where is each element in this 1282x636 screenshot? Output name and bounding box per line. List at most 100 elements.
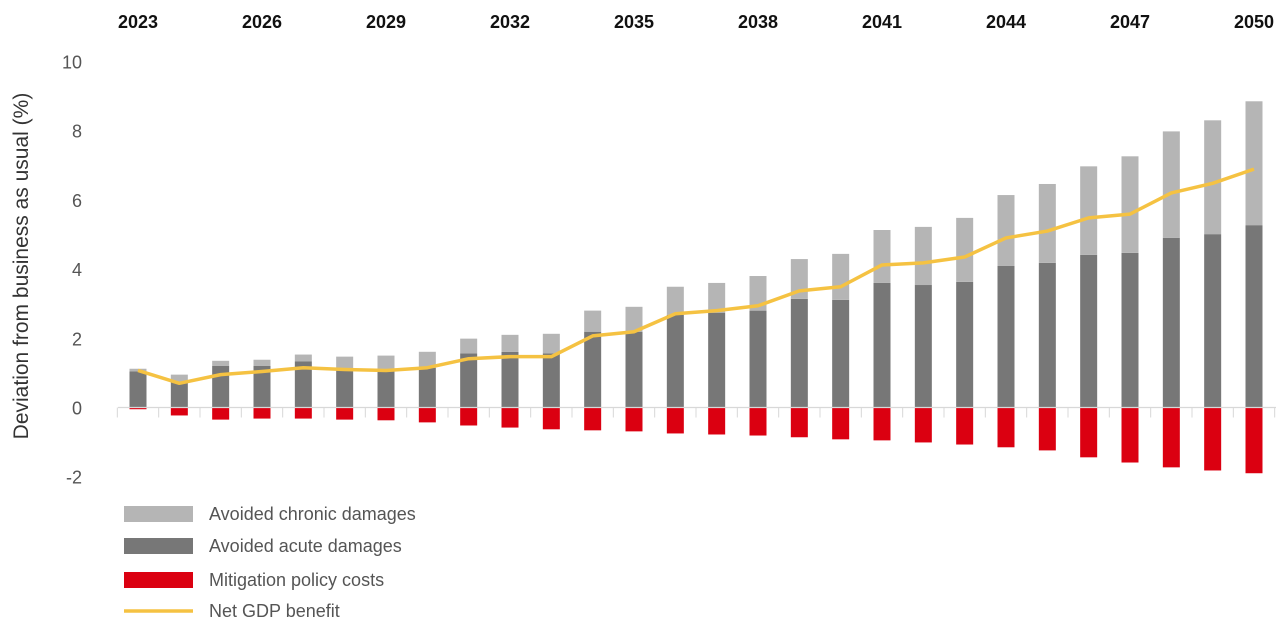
acute-bar xyxy=(997,265,1015,408)
chronic-bar xyxy=(542,333,560,354)
mitigation-bar xyxy=(1204,407,1222,471)
mitigation-bar xyxy=(542,407,560,430)
mitigation-bar xyxy=(418,407,436,423)
acute-bar xyxy=(170,381,188,408)
chronic-bar xyxy=(501,334,519,352)
chronic-bar xyxy=(253,359,271,366)
acute-bar xyxy=(129,371,147,408)
mitigation-bar xyxy=(129,407,147,410)
legend-swatch xyxy=(124,572,193,588)
legend: Avoided chronic damages Avoided acute dam… xyxy=(124,504,416,621)
x-tick-label: 2047 xyxy=(1110,12,1150,32)
acute-bar xyxy=(749,310,767,408)
mitigation-bar xyxy=(212,407,230,420)
acute-bar xyxy=(708,312,726,408)
acute-bar xyxy=(790,298,808,408)
chronic-bar xyxy=(170,374,188,382)
mitigation-bar xyxy=(1245,407,1263,474)
y-tick-label: 4 xyxy=(72,260,82,280)
mitigation-bar xyxy=(914,407,932,443)
acute-bar xyxy=(418,367,436,408)
legend-swatch xyxy=(124,506,193,522)
chronic-bar xyxy=(377,355,395,369)
mitigation-bar xyxy=(832,407,850,440)
acute-bar xyxy=(914,285,932,408)
mitigation-bar xyxy=(1080,407,1098,458)
chronic-bar xyxy=(1245,101,1263,226)
acute-bar xyxy=(212,365,230,408)
acute-bar xyxy=(542,353,560,408)
x-tick-label: 2044 xyxy=(986,12,1026,32)
chronic-bar xyxy=(873,230,891,283)
mitigation-bar xyxy=(956,407,974,445)
mitigation-bar xyxy=(1038,407,1056,451)
y-axis-label: Deviation from business as usual (%) xyxy=(10,93,33,440)
x-tick-label: 2041 xyxy=(862,12,902,32)
mitigation-bar xyxy=(666,407,684,434)
y-tick-label: 10 xyxy=(62,53,82,73)
chronic-bar xyxy=(1162,131,1180,238)
acute-bar xyxy=(336,368,354,408)
acute-bar xyxy=(460,353,478,408)
y-tick-label: 0 xyxy=(72,399,82,419)
chronic-bar xyxy=(460,338,478,354)
chronic-bar xyxy=(749,276,767,311)
legend-swatch xyxy=(124,538,193,554)
mitigation-bar xyxy=(1162,407,1180,468)
acute-bar xyxy=(1038,262,1056,408)
acute-bar xyxy=(294,361,312,408)
chronic-bar xyxy=(294,354,312,362)
acute-bar xyxy=(1121,252,1139,408)
chronic-bar xyxy=(418,351,436,368)
acute-bar xyxy=(253,365,271,408)
mitigation-bar xyxy=(336,407,354,420)
acute-bar xyxy=(832,299,850,408)
x-tick-label: 2023 xyxy=(118,12,158,32)
chronic-bar xyxy=(997,195,1015,266)
net-gdp-line xyxy=(137,167,1255,386)
chronic-bar xyxy=(584,310,602,332)
acute-bar xyxy=(584,331,602,408)
acute-bar xyxy=(625,331,643,408)
x-tick-label: 2032 xyxy=(490,12,530,32)
acute-bar xyxy=(1204,234,1222,408)
mitigation-bar xyxy=(584,407,602,431)
chronic-bar xyxy=(708,282,726,313)
chronic-bar xyxy=(832,253,850,300)
chronic-bar xyxy=(914,226,932,286)
chronic-bar xyxy=(1204,120,1222,235)
mitigation-bar xyxy=(790,407,808,438)
chronic-bar xyxy=(1121,156,1139,253)
x-tick-label: 2029 xyxy=(366,12,406,32)
mitigation-bar xyxy=(708,407,726,435)
mitigation-bar xyxy=(377,407,395,421)
mitigation-bar xyxy=(625,407,643,432)
acute-bar xyxy=(1245,225,1263,408)
y-tick-label: -2 xyxy=(66,468,82,488)
chronic-bar xyxy=(1038,183,1056,263)
mitigation-bar xyxy=(749,407,767,436)
chronic-bar xyxy=(336,356,354,369)
chronic-bar xyxy=(956,217,974,282)
x-tick-label: 2050 xyxy=(1234,12,1274,32)
y-tick-label: 6 xyxy=(72,191,82,211)
mitigation-bar xyxy=(253,407,271,419)
x-tick-label: 2026 xyxy=(242,12,282,32)
chronic-bar xyxy=(1080,166,1098,255)
acute-bar xyxy=(377,368,395,408)
legend-label: Net GDP benefit xyxy=(209,601,340,621)
chronic-bar xyxy=(212,360,230,366)
mitigation-bar xyxy=(460,407,478,426)
acute-bar xyxy=(873,282,891,408)
chronic-bar xyxy=(625,306,643,332)
acute-bar xyxy=(956,281,974,408)
mitigation-bar xyxy=(170,407,188,416)
mitigation-bar xyxy=(294,407,312,419)
acute-bar xyxy=(1162,237,1180,408)
legend-label: Avoided acute damages xyxy=(209,536,402,556)
acute-bar xyxy=(501,351,519,408)
chronic-bar xyxy=(666,286,684,315)
x-tick-label: 2038 xyxy=(738,12,778,32)
y-tick-label: 2 xyxy=(72,329,82,349)
